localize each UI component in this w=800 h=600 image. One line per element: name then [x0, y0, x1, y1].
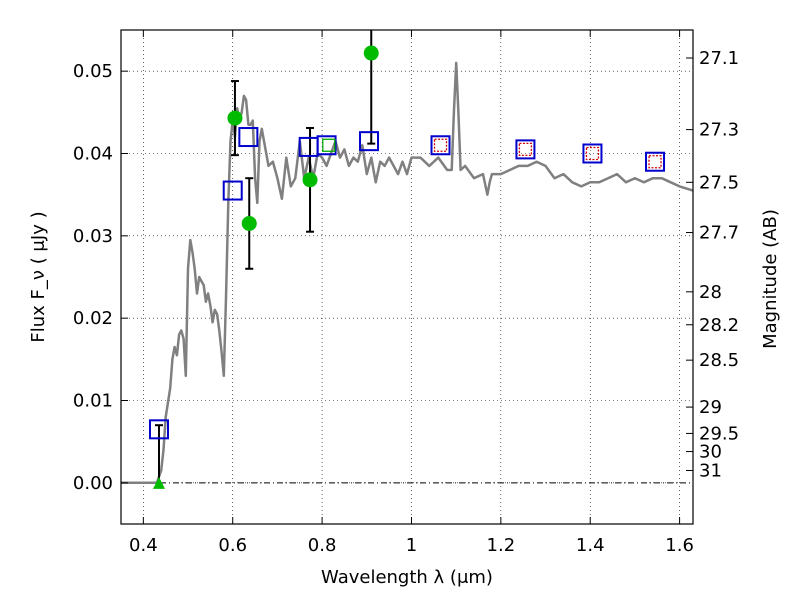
y2-axis-label: Magnitude (AB): [760, 209, 781, 349]
model-photometry-marker: [316, 135, 337, 156]
y-axis-ticks: 0.00 0.01 0.02 0.03 0.04 0.05: [73, 61, 128, 494]
model-photometry-marker: [148, 419, 169, 440]
x-tick-label: 0.6: [218, 535, 247, 556]
observed-circle-marker: [241, 215, 257, 231]
mag-tick-label: 29.5: [699, 423, 739, 444]
mag-tick-label: 31: [699, 460, 722, 481]
mag-tick-label: 27.7: [699, 223, 739, 244]
y-tick-label: 0.00: [73, 473, 113, 494]
alt-photometry-marker: [433, 138, 448, 152]
mag-tick-label: 27.1: [699, 48, 739, 69]
series-layer: [121, 30, 694, 489]
mag-tick-label: 27.5: [699, 172, 739, 193]
mag-tick-label: 28: [699, 282, 722, 303]
x-tick-label: 0.4: [129, 535, 158, 556]
model-photometry-marker: [359, 131, 380, 152]
gridlines: [121, 30, 693, 524]
y-axis-label: Flux F_ν ( μJy ): [28, 211, 49, 342]
mag-tick-label: 28.2: [699, 315, 739, 336]
x-tick-label: 1.4: [576, 535, 605, 556]
model-photometry-marker: [582, 143, 603, 164]
x-axis-ticks: 0.4 0.6 0.8 1 1.2 1.4 1.6: [129, 30, 694, 556]
observed-circle-marker: [227, 110, 243, 126]
plot-frame: [120, 29, 694, 525]
mag-tick-label: 27.3: [699, 120, 739, 141]
y-tick-label: 0.05: [73, 61, 113, 82]
mag-tick-label: 29: [699, 397, 722, 418]
alt-photometry-marker: [585, 146, 600, 161]
y-tick-label: 0.04: [73, 144, 113, 165]
x-tick-label: 1.2: [487, 535, 516, 556]
alt-photometry-marker: [518, 142, 533, 157]
plot-background: [121, 30, 693, 524]
model-photometry-marker: [430, 135, 451, 156]
mag-tick-label: 30: [699, 442, 722, 463]
x-tick-label: 1: [406, 535, 417, 556]
observed-circle-marker: [302, 172, 318, 188]
y-tick-label: 0.02: [73, 308, 113, 329]
observed-circle-marker: [363, 45, 379, 61]
model-photometry-marker: [515, 139, 536, 160]
model-photometry-marker: [238, 127, 259, 148]
alt-photometry-marker: [648, 155, 662, 169]
x-axis-label: Wavelength λ (μm): [321, 567, 493, 588]
alt-photometry-marker: [322, 138, 336, 152]
observed-triangle-marker: [152, 476, 165, 489]
model-photometry-marker: [645, 151, 666, 172]
y-tick-label: 0.03: [73, 226, 113, 247]
model-photometry-marker: [222, 180, 243, 201]
mag-tick-label: 28.5: [699, 350, 739, 371]
x-tick-label: 1.6: [665, 535, 694, 556]
y-tick-label: 0.01: [73, 391, 113, 412]
x-tick-label: 0.8: [308, 535, 337, 556]
